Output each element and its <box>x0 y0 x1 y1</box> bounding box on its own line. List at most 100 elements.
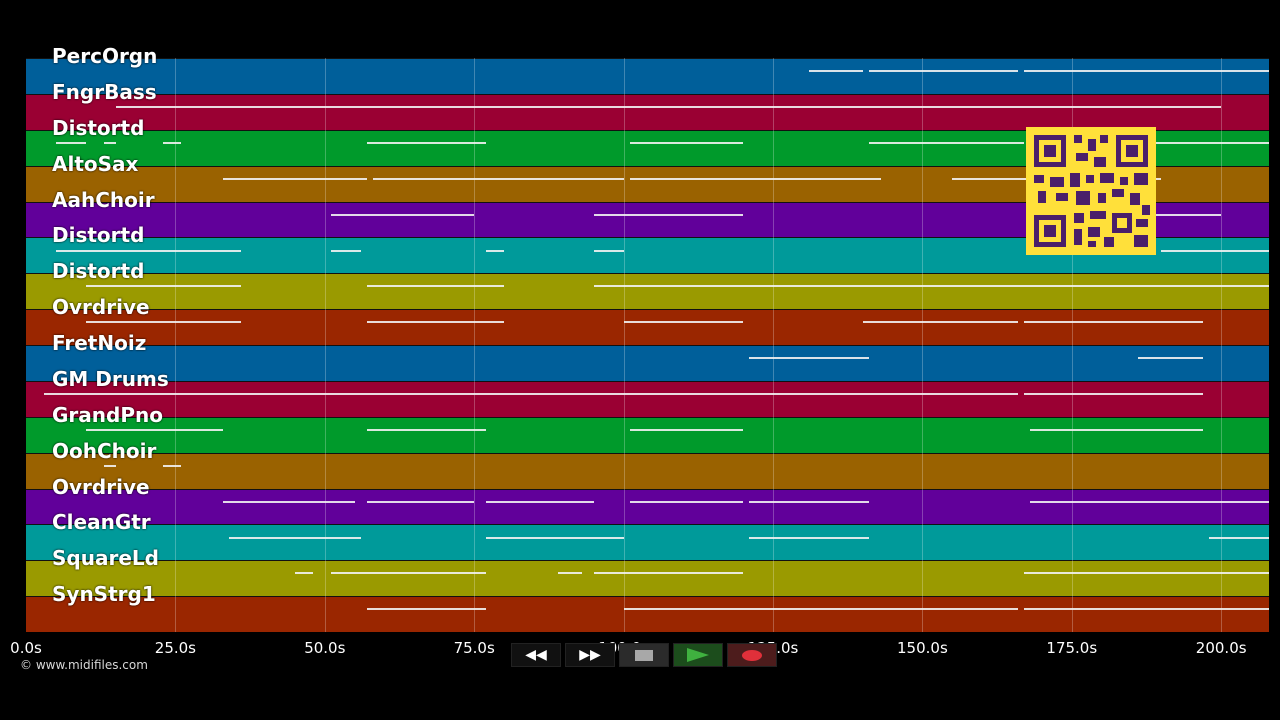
note-segment <box>486 249 505 252</box>
track-lane <box>26 524 1269 561</box>
fast-forward-icon: ▶▶ <box>579 647 601 663</box>
time-tick-label: 200.0s <box>1195 639 1247 657</box>
track-lane <box>26 273 1269 310</box>
track-lane <box>26 488 1269 525</box>
track-lane <box>26 452 1269 489</box>
rewind-button[interactable]: ◀◀ <box>511 643 561 667</box>
grid-line <box>324 58 326 632</box>
note-segment <box>557 572 582 575</box>
note-segment <box>330 572 487 575</box>
note-segment <box>103 464 116 467</box>
note-segment <box>1023 393 1204 396</box>
track-lane <box>26 416 1269 453</box>
note-segment <box>1023 70 1269 73</box>
track-lane <box>26 345 1269 381</box>
grid-line <box>772 58 774 632</box>
play-button[interactable] <box>673 643 723 667</box>
note-segment <box>85 285 242 288</box>
grid-line <box>623 58 625 632</box>
note-segment <box>593 213 744 216</box>
note-segment <box>372 177 624 180</box>
note-segment <box>223 177 367 180</box>
track-label: GrandPno <box>52 402 163 427</box>
transport-controls: ◀◀ ▶▶ <box>511 643 777 669</box>
track-label: OohChoir <box>52 438 157 463</box>
note-segment <box>55 141 86 144</box>
track-label: SquareLd <box>52 546 159 571</box>
time-tick-label: 175.0s <box>1046 639 1098 657</box>
record-button[interactable] <box>727 643 777 667</box>
note-segment <box>749 500 869 503</box>
note-segment <box>1029 428 1204 431</box>
note-segment <box>55 249 242 252</box>
note-segment <box>862 321 1018 324</box>
note-segment <box>330 213 475 216</box>
track-label: FretNoiz <box>52 331 147 355</box>
track-lane <box>26 309 1269 345</box>
play-icon <box>687 648 709 662</box>
grid-line <box>1221 58 1223 632</box>
note-segment <box>1053 141 1269 144</box>
note-segment <box>163 141 182 144</box>
stop-button[interactable] <box>619 643 669 667</box>
note-segment <box>1023 572 1269 575</box>
track-label: Distortd <box>52 115 145 140</box>
note-segment <box>85 428 224 431</box>
note-segment <box>366 500 475 503</box>
grid-line <box>1071 58 1073 632</box>
note-segment <box>808 70 863 73</box>
fast-forward-button[interactable]: ▶▶ <box>565 643 615 667</box>
rewind-icon: ◀◀ <box>525 647 547 663</box>
note-segment <box>743 106 1222 109</box>
track-label: GM Drums <box>52 366 169 391</box>
time-tick-label: 25.0s <box>154 639 196 657</box>
track-label: FngrBass <box>52 79 157 104</box>
track-label: AltoSax <box>52 151 139 176</box>
note-segment <box>623 393 1018 396</box>
note-segment <box>1209 536 1269 539</box>
note-segment <box>593 285 1269 288</box>
note-segment <box>629 428 744 431</box>
track-label: Ovrdrive <box>52 474 150 499</box>
note-segment <box>115 106 385 109</box>
track-label: CleanGtr <box>52 510 151 535</box>
grid-line <box>474 58 476 632</box>
copyright-text: © www.midifiles.com <box>20 658 148 672</box>
note-segment <box>1023 321 1204 324</box>
note-segment <box>366 393 624 396</box>
track-lane <box>26 58 1269 94</box>
note-segment <box>629 500 744 503</box>
grid-line <box>175 58 177 632</box>
note-segment <box>163 464 182 467</box>
time-tick-label: 150.0s <box>897 639 948 657</box>
qr-code-icon <box>1026 127 1156 255</box>
note-segment <box>593 572 744 575</box>
note-segment <box>623 608 1018 611</box>
note-segment <box>1023 608 1269 611</box>
note-segment <box>384 106 744 109</box>
note-segment <box>366 321 505 324</box>
grid-line <box>922 58 924 632</box>
note-segment <box>1161 249 1269 252</box>
track-label: AahChoir <box>52 187 155 212</box>
note-segment <box>103 141 116 144</box>
note-segment <box>623 321 744 324</box>
note-segment <box>85 321 242 324</box>
note-segment <box>366 141 487 144</box>
track-label: Distortd <box>52 259 145 284</box>
note-segment <box>486 500 594 503</box>
track-label: SynStrg1 <box>52 582 156 607</box>
note-segment <box>486 536 624 539</box>
note-segment <box>1029 500 1269 503</box>
stop-icon <box>635 649 653 661</box>
note-segment <box>366 428 487 431</box>
note-segment <box>366 285 505 288</box>
note-segment <box>223 500 355 503</box>
note-segment <box>868 70 1018 73</box>
track-lane <box>26 380 1269 417</box>
note-segment <box>229 536 361 539</box>
note-segment <box>629 177 881 180</box>
track-lane <box>26 560 1269 597</box>
record-icon <box>742 649 762 661</box>
